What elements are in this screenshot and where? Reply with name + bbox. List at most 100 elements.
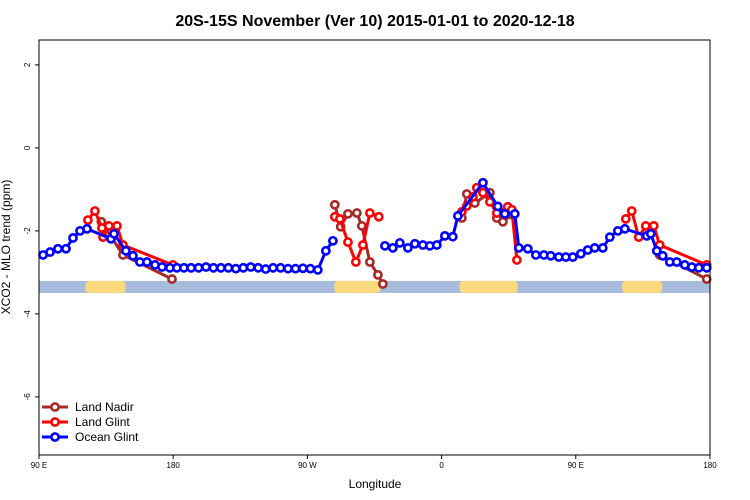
data-point — [343, 208, 353, 219]
legend-marker — [50, 417, 60, 427]
data-point — [216, 262, 226, 273]
data-point — [380, 240, 390, 251]
x-tick-label: 180 — [167, 461, 181, 470]
data-point — [567, 252, 578, 262]
land-band-segment — [622, 280, 663, 293]
data-point — [589, 243, 600, 253]
data-point — [260, 264, 271, 274]
data-point — [109, 228, 119, 239]
data-point — [701, 262, 712, 273]
data-point — [352, 208, 362, 218]
data-point — [356, 221, 367, 231]
y-axis: 2 0 -2 -4 -6 — [23, 62, 39, 400]
data-point — [157, 262, 167, 272]
data-point — [545, 250, 556, 261]
x-tick-label: 180 — [703, 461, 717, 470]
data-point — [320, 245, 331, 256]
data-point — [452, 211, 463, 221]
data-point — [651, 245, 662, 256]
data-point — [290, 263, 301, 274]
land-band-segment — [85, 280, 126, 293]
data-point — [112, 221, 122, 231]
series-ocean-glint — [38, 177, 712, 275]
data-point — [329, 199, 340, 210]
y-tick-label: 0 — [23, 145, 32, 150]
data-point — [253, 262, 264, 273]
y-tick-label: -6 — [23, 393, 32, 401]
data-point — [604, 232, 615, 243]
data-point — [597, 243, 608, 253]
x-axis: 90 E 180 90 W 0 90 E 180 — [31, 455, 717, 470]
data-point — [522, 243, 533, 254]
y-axis-label: XCO2 - MLO trend (ppm) — [0, 180, 13, 315]
series-land-nadir — [96, 187, 712, 289]
data-point — [327, 235, 338, 246]
data-point — [364, 257, 375, 267]
data-point — [364, 208, 375, 218]
data-point — [208, 262, 219, 273]
data-point — [201, 262, 211, 272]
data-point — [492, 201, 503, 212]
series-line — [42, 227, 335, 272]
legend-label: Land Glint — [75, 415, 130, 429]
data-point — [509, 208, 520, 219]
data-point — [620, 213, 631, 224]
data-point — [312, 265, 323, 275]
data-point — [335, 213, 345, 224]
data-point — [142, 257, 152, 267]
data-point — [701, 274, 712, 284]
data-point — [640, 221, 651, 231]
data-point — [128, 250, 138, 261]
data-point — [626, 206, 637, 216]
data-point — [478, 177, 488, 188]
data-point — [394, 238, 405, 248]
data-point — [671, 257, 682, 267]
data-point — [245, 262, 256, 272]
data-point — [82, 223, 92, 234]
data-point — [373, 269, 383, 280]
data-point — [350, 257, 361, 267]
y-tick-label: -2 — [23, 227, 32, 235]
data-point — [186, 262, 196, 273]
legend-marker — [50, 432, 60, 442]
legend-label: Land Nadir — [75, 400, 134, 414]
data-point — [619, 223, 630, 234]
land-band-segment — [459, 280, 518, 293]
data-point — [238, 262, 249, 273]
data-point — [45, 247, 55, 257]
legend-marker — [50, 402, 60, 412]
land-ocean-band — [39, 280, 710, 293]
data-point — [657, 250, 668, 261]
data-point — [387, 243, 398, 253]
data-point — [357, 240, 368, 250]
data-point — [431, 240, 442, 250]
land-band-segment — [334, 280, 381, 293]
data-point — [410, 238, 420, 249]
data-point — [447, 231, 458, 242]
chart-title: 20S-15S November (Ver 10) 2015-01-01 to … — [175, 13, 574, 30]
data-point — [513, 243, 524, 253]
y-tick-label: -4 — [23, 310, 32, 318]
data-point — [499, 208, 510, 219]
y-tick-label: 2 — [23, 62, 32, 67]
data-point — [61, 243, 71, 254]
data-point — [343, 237, 353, 248]
data-point — [90, 206, 100, 216]
data-point — [693, 262, 704, 273]
data-point — [104, 221, 114, 231]
x-tick-label: 90 W — [298, 461, 317, 470]
data-point — [439, 230, 450, 241]
data-point — [530, 250, 541, 260]
series-layer — [38, 177, 712, 289]
legend-label: Ocean Glint — [75, 430, 139, 444]
x-axis-label: Longitude — [349, 477, 402, 491]
x-tick-label: 90 E — [568, 461, 584, 470]
data-point — [283, 263, 293, 274]
plot-frame — [38, 39, 711, 456]
data-point — [223, 262, 234, 273]
data-point — [230, 263, 241, 274]
data-point — [575, 248, 586, 259]
data-point — [53, 243, 63, 254]
